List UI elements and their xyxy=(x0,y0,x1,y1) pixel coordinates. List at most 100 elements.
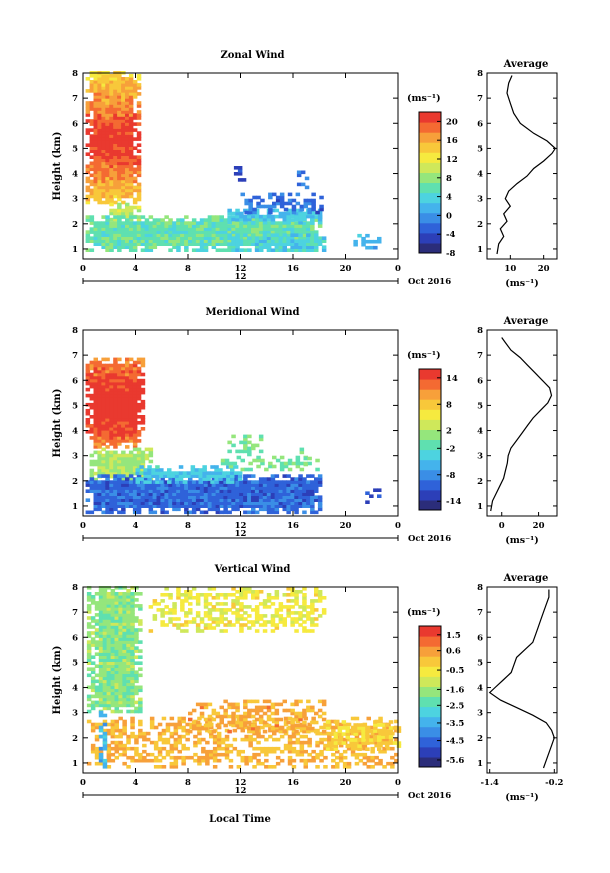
heatmap-cell xyxy=(282,483,287,487)
heatmap-cell xyxy=(203,504,209,508)
colorbar-tick-label: -8 xyxy=(446,471,456,481)
heatmap-cell xyxy=(126,628,131,632)
heatmap-cell xyxy=(306,605,311,609)
heatmap-cell xyxy=(130,619,135,623)
heatmap-cell xyxy=(109,390,114,395)
heatmap-cell xyxy=(314,608,319,612)
heatmap-cell xyxy=(122,619,127,623)
heatmap-cell xyxy=(294,729,299,734)
heatmap-cell xyxy=(125,439,130,443)
heatmap-cell xyxy=(227,495,232,499)
heatmap-cell xyxy=(303,201,308,206)
heatmap-cell xyxy=(298,239,303,243)
heatmap-cell xyxy=(203,596,209,600)
heatmap-cell xyxy=(142,755,147,760)
heatmap-cell xyxy=(98,610,104,614)
heatmap-cell xyxy=(207,714,213,719)
heatmap-cell xyxy=(310,233,315,237)
heatmap-cell xyxy=(247,452,252,457)
heatmap-cell xyxy=(262,720,268,725)
heatmap-cell xyxy=(227,492,232,496)
heatmap-cell xyxy=(113,230,118,234)
colorbar-segment xyxy=(419,162,441,173)
heatmap-cell xyxy=(164,495,169,499)
heatmap-cell xyxy=(114,676,119,681)
heatmap-cell xyxy=(126,595,131,599)
heatmap-cell xyxy=(243,217,248,222)
heatmap-cell xyxy=(98,613,104,617)
heatmap-cell xyxy=(101,402,106,407)
heatmap-cell xyxy=(128,179,134,184)
heatmap-cell xyxy=(321,608,327,612)
heatmap-cell xyxy=(140,402,146,407)
average-y-tick-label: 3 xyxy=(477,709,483,719)
heatmap-cell xyxy=(140,381,146,386)
heatmap-cell xyxy=(310,495,315,499)
heatmap-cell xyxy=(294,590,299,594)
heatmap-cell xyxy=(89,436,95,440)
heatmap-cell xyxy=(298,227,303,231)
heatmap-cell xyxy=(188,230,193,234)
heatmap-cell xyxy=(244,734,249,739)
heatmap-cell xyxy=(203,605,209,609)
heatmap-cell xyxy=(382,725,387,730)
heatmap-cell xyxy=(354,761,360,766)
heatmap-cell xyxy=(134,673,139,678)
heatmap-cell xyxy=(138,649,143,653)
heatmap-cell xyxy=(160,611,165,615)
heatmap-cell xyxy=(266,510,272,515)
heatmap-cell xyxy=(174,480,180,484)
heatmap-cell xyxy=(243,242,248,246)
heatmap-cell xyxy=(121,92,126,96)
y-tick-label: 8 xyxy=(72,583,78,593)
heatmap-cell xyxy=(130,610,135,614)
heatmap-cell xyxy=(117,80,122,84)
heatmap-cell xyxy=(109,421,114,425)
heatmap-cell xyxy=(86,631,92,635)
heatmap-cell xyxy=(128,155,134,159)
heatmap-cell xyxy=(128,363,134,368)
heatmap-cell xyxy=(101,158,106,163)
heatmap-cell xyxy=(172,242,177,246)
heatmap-cell xyxy=(89,137,95,141)
heatmap-cell xyxy=(181,755,186,760)
heatmap-cell xyxy=(176,492,181,496)
heatmap-cell xyxy=(258,714,264,719)
heatmap-cell xyxy=(307,198,312,203)
heatmap-cell xyxy=(294,217,299,222)
heatmap-cell xyxy=(227,720,232,725)
heatmap-cell xyxy=(184,498,189,502)
heatmap-cell xyxy=(101,125,106,129)
heatmap-cell xyxy=(128,146,134,150)
heatmap-cell xyxy=(85,131,91,135)
heatmap-cell xyxy=(97,393,102,398)
heatmap-cell xyxy=(341,741,347,745)
heatmap-cell xyxy=(298,242,303,246)
heatmap-cell xyxy=(243,486,248,490)
heatmap-cell xyxy=(140,421,146,425)
heatmap-cell xyxy=(128,465,134,470)
heatmap-cell xyxy=(195,626,201,630)
heatmap-cell xyxy=(258,495,264,499)
heatmap-cell xyxy=(231,236,236,240)
heatmap-cell xyxy=(85,167,91,172)
heatmap-cell xyxy=(342,737,348,742)
heatmap-cell xyxy=(219,720,224,725)
heatmap-cell xyxy=(132,421,138,425)
heatmap-cell xyxy=(93,462,98,467)
heatmap-cell xyxy=(122,743,127,748)
heatmap-cell xyxy=(121,191,126,196)
heatmap-cell xyxy=(86,719,92,724)
heatmap-cell xyxy=(155,468,160,472)
heatmap-cell xyxy=(335,737,340,742)
heatmap-cell xyxy=(93,357,98,362)
heatmap-cell xyxy=(195,596,201,600)
heatmap-cell xyxy=(97,122,102,126)
heatmap-cell xyxy=(101,239,106,243)
heatmap-cell xyxy=(335,722,340,727)
heatmap-cell xyxy=(291,746,297,751)
heatmap-cell xyxy=(228,758,234,763)
heatmap-cell xyxy=(235,477,240,481)
heatmap-cell xyxy=(156,504,161,508)
heatmap-cell xyxy=(118,746,123,751)
